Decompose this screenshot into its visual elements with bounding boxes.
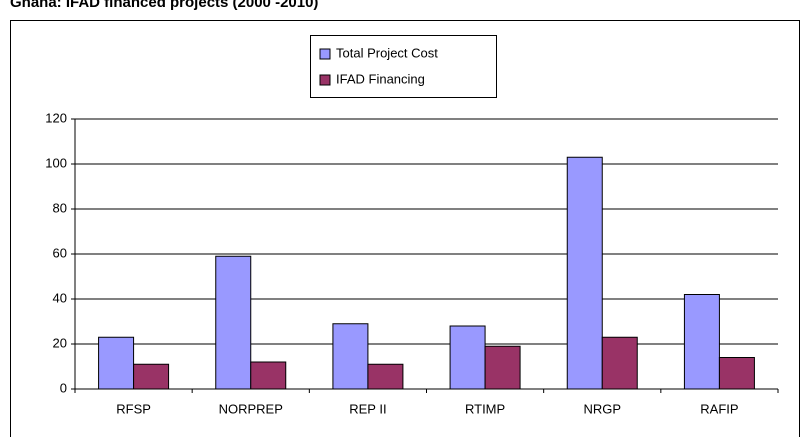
- y-tick-label: 120: [45, 110, 67, 125]
- y-tick-label: 20: [53, 335, 67, 350]
- legend-label: IFAD Financing: [336, 71, 425, 86]
- chart-frame: [10, 20, 800, 437]
- legend-box: [310, 35, 497, 98]
- bar: [683, 294, 720, 390]
- bar: [718, 357, 755, 390]
- chart-title: Ghana: IFAD financed projects (2000 -201…: [10, 0, 318, 11]
- bar: [215, 255, 252, 390]
- y-tick-label: 80: [53, 200, 67, 215]
- y-tick-label: 40: [53, 290, 67, 305]
- legend-swatch: [319, 48, 331, 60]
- bar: [449, 325, 486, 390]
- x-tick-label: RFSP: [116, 401, 151, 416]
- bar: [484, 345, 521, 390]
- bar: [332, 323, 369, 390]
- x-tick-label: NRGP: [583, 401, 621, 416]
- legend-swatch: [319, 74, 331, 86]
- y-tick-label: 100: [45, 155, 67, 170]
- bar: [98, 336, 135, 390]
- bar: [133, 363, 170, 390]
- bar: [367, 363, 404, 390]
- bar: [250, 361, 287, 390]
- x-tick-label: REP II: [349, 401, 386, 416]
- bar: [566, 156, 603, 390]
- bar: [601, 336, 638, 390]
- legend-label: Total Project Cost: [336, 45, 438, 60]
- x-tick-label: NORPREP: [219, 401, 283, 416]
- x-tick-label: RAFIP: [700, 401, 738, 416]
- y-tick-label: 0: [60, 380, 67, 395]
- x-tick-label: RTIMP: [465, 401, 505, 416]
- y-tick-label: 60: [53, 245, 67, 260]
